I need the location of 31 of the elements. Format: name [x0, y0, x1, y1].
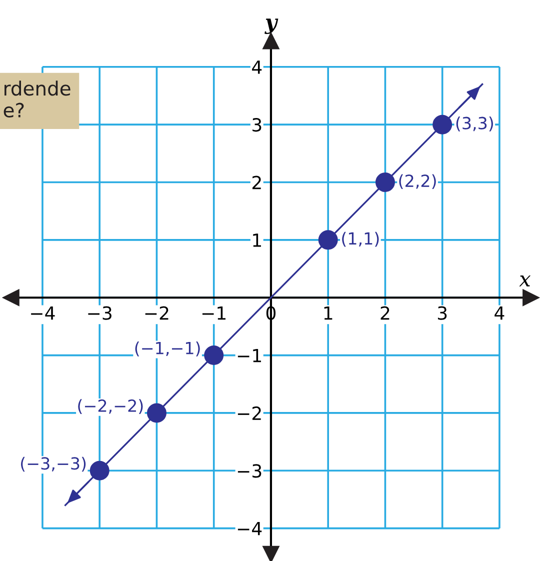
- annotation: (3,3): [456, 116, 493, 132]
- x-tick-label: −4: [31, 306, 55, 320]
- annotation: (−3,−3): [21, 456, 86, 472]
- point: [432, 114, 452, 134]
- x-tick-label: −3: [88, 306, 112, 320]
- x-tick-label: −2: [145, 306, 168, 320]
- y-axis-title: y: [264, 18, 278, 34]
- point: [375, 172, 395, 192]
- annotation: (−1,−1): [135, 341, 200, 356]
- x-axis-title: x: [519, 276, 531, 286]
- x-tick-label: 2: [380, 306, 390, 320]
- y-tick-label: −2: [238, 406, 261, 420]
- y-tick-label: −4: [238, 522, 262, 536]
- point: [90, 460, 110, 480]
- y-tick-label: 1: [253, 234, 261, 247]
- annotation: (−2,−2): [78, 399, 143, 414]
- x-tick-label: −1: [202, 306, 226, 320]
- x-tick-label: 1: [324, 306, 332, 320]
- point: [204, 346, 224, 366]
- y-tick-label: 4: [252, 60, 262, 74]
- y-tick-label: 3: [252, 118, 262, 132]
- y-tick-label: −1: [238, 348, 261, 362]
- y-tick-label: −3: [238, 464, 262, 478]
- annotation: (2,2): [399, 174, 436, 190]
- x-tick-label: 3: [438, 306, 447, 320]
- x-tick-label: 4: [494, 306, 504, 320]
- y-tick-label: 2: [252, 176, 261, 190]
- point: [146, 403, 166, 423]
- annotation: rdende e?: [4, 80, 70, 118]
- annotation: (1,1): [342, 232, 379, 247]
- point: [318, 230, 338, 250]
